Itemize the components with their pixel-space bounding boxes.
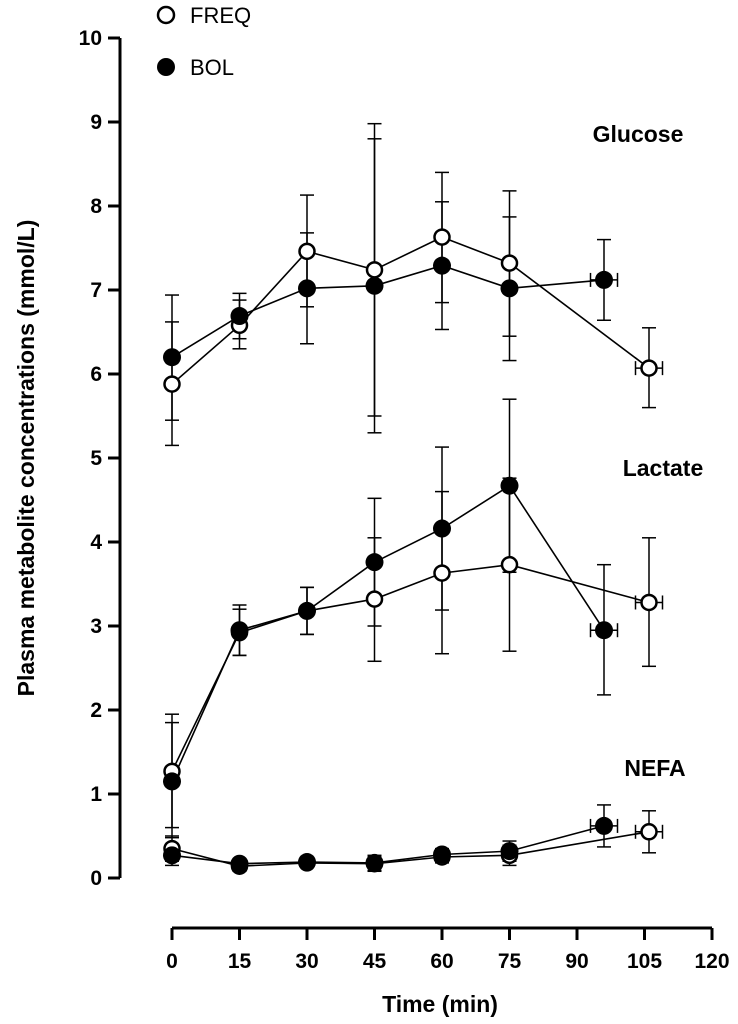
data-point-nefa-bol: [298, 853, 316, 872]
x-tick-label: 105: [627, 950, 662, 973]
data-point-glucose-freq: [500, 254, 519, 272]
data-point-glucose-freq: [365, 261, 384, 279]
data-point-glucose-bol: [163, 348, 181, 367]
series-layer: [163, 122, 664, 875]
data-point-nefa-bol: [365, 853, 384, 872]
data-point-nefa-bol: [500, 842, 519, 861]
y-tick-label: 6: [90, 363, 102, 386]
data-point-glucose-bol: [365, 276, 384, 295]
data-point-glucose-freq: [163, 375, 181, 393]
legend-freq-label: FREQ: [190, 3, 251, 28]
y-tick-label: 5: [90, 447, 102, 470]
annotation-glucose: Glucose: [593, 121, 684, 147]
y-tick-label: 1: [90, 783, 102, 806]
data-point-glucose-freq: [298, 242, 316, 261]
data-point-lactate-bol: [365, 553, 384, 572]
y-tick-label: 4: [90, 531, 102, 554]
legend-freq-marker: [156, 5, 176, 25]
x-tick-label: 120: [694, 950, 729, 973]
data-point-nefa-bol: [595, 816, 613, 835]
x-tick-label: 30: [295, 950, 318, 973]
data-point-lactate-freq: [365, 590, 384, 608]
data-point-glucose-bol: [595, 270, 613, 289]
data-point-glucose-bol: [433, 256, 451, 275]
data-point-nefa-bol: [163, 846, 181, 865]
data-point-nefa-bol: [230, 854, 249, 873]
y-tick-label: 0: [90, 867, 102, 890]
annotation-nefa: NEFA: [624, 755, 685, 781]
y-tick-label: 3: [90, 615, 102, 638]
data-point-lactate-bol: [500, 476, 519, 495]
x-tick-label: 45: [363, 950, 387, 973]
annotations: Glucose Lactate NEFA: [593, 121, 704, 781]
data-point-glucose-freq: [433, 228, 451, 246]
data-point-lactate-freq: [500, 555, 519, 574]
data-point-lactate-freq: [640, 593, 658, 612]
data-point-lactate-freq: [433, 564, 451, 582]
x-tick-label: 60: [430, 950, 453, 973]
legend-bol-marker: [157, 58, 175, 76]
legend: FREQ BOL: [156, 3, 251, 80]
legend-bol-label: BOL: [190, 55, 234, 80]
x-tick-label: 15: [228, 950, 252, 973]
y-tick-label: 2: [90, 699, 102, 722]
data-point-glucose-bol: [298, 279, 316, 298]
data-point-lactate-bol: [433, 519, 451, 538]
x-axis-title: Time (min): [382, 991, 498, 1017]
data-point-glucose-bol: [500, 279, 519, 298]
data-point-glucose-freq: [640, 359, 658, 377]
data-point-lactate-bol: [230, 621, 249, 640]
y-tick-label: 7: [90, 279, 102, 302]
data-point-glucose-bol: [230, 307, 249, 326]
y-axis-title: Plasma metabolite concentrations (mmol/L…: [13, 220, 39, 697]
x-tick-label: 90: [565, 950, 588, 973]
y-tick-label: 9: [90, 111, 102, 134]
data-point-lactate-bol: [163, 772, 181, 791]
series-line-lactate-freq: [171, 563, 650, 772]
data-point-lactate-bol: [298, 601, 316, 620]
y-tick-label: 10: [79, 27, 102, 50]
x-tick-label: 75: [498, 950, 522, 973]
x-tick-label: 0: [166, 950, 178, 973]
data-point-nefa-bol: [433, 845, 451, 864]
y-tick-label: 8: [90, 195, 102, 218]
data-point-lactate-bol: [595, 621, 613, 640]
data-point-nefa-freq: [640, 823, 658, 841]
annotation-lactate: Lactate: [623, 455, 704, 481]
